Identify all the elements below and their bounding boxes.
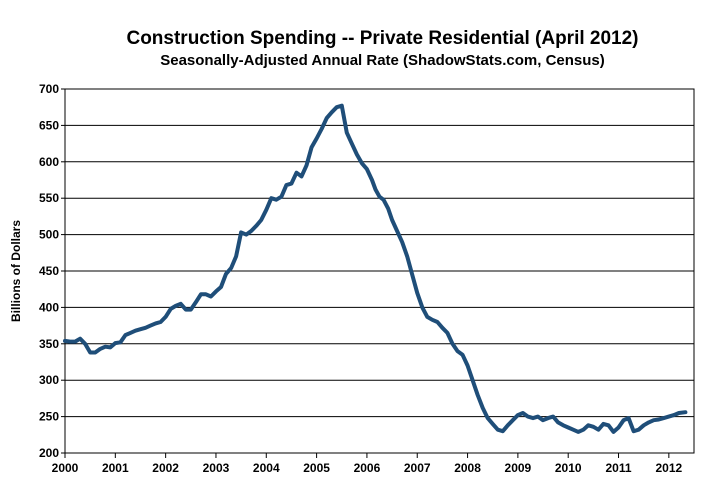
y-tick-label: 450 xyxy=(39,264,59,278)
x-tick-label: 2005 xyxy=(303,461,330,475)
x-tick-label: 2009 xyxy=(505,461,532,475)
x-tick-label: 2003 xyxy=(203,461,230,475)
x-tick-label: 2006 xyxy=(354,461,381,475)
x-tick-label: 2011 xyxy=(605,461,631,475)
x-tick-label: 2012 xyxy=(655,461,682,475)
chart-title: Construction Spending -- Private Residen… xyxy=(126,28,639,49)
y-tick-label: 550 xyxy=(39,191,59,205)
x-tick-label: 2001 xyxy=(102,461,129,475)
y-axis-label: Billions of Dollars xyxy=(9,220,23,322)
y-tick-label: 250 xyxy=(39,410,59,424)
x-tick-label: 2004 xyxy=(253,461,280,475)
y-tick-label: 700 xyxy=(39,82,59,96)
series-line xyxy=(63,103,688,434)
x-axis: 2000 2001 2002 2003 2004 2005 2006 2007 2008 2009… xyxy=(52,453,683,475)
y-tick-label: 650 xyxy=(39,118,59,132)
x-tick-label: 2000 xyxy=(52,461,79,475)
chart-subtitle: Seasonally-Adjusted Annual Rate (ShadowS… xyxy=(160,52,605,69)
y-tick-label: 500 xyxy=(39,228,59,242)
x-tick-label: 2007 xyxy=(404,461,431,475)
x-tick-label: 2002 xyxy=(152,461,179,475)
gridlines xyxy=(65,88,694,418)
y-tick-label: 600 xyxy=(39,155,59,169)
y-tick-label: 350 xyxy=(39,337,59,351)
x-tick-label: 2008 xyxy=(454,461,481,475)
y-axis: 200 250 300 350 400 450 500 550 600 650 700 xyxy=(39,82,65,460)
y-tick-label: 400 xyxy=(39,300,59,314)
y-tick-label: 300 xyxy=(39,373,59,387)
y-tick-label: 200 xyxy=(39,446,59,460)
x-tick-label: 2010 xyxy=(555,461,582,475)
